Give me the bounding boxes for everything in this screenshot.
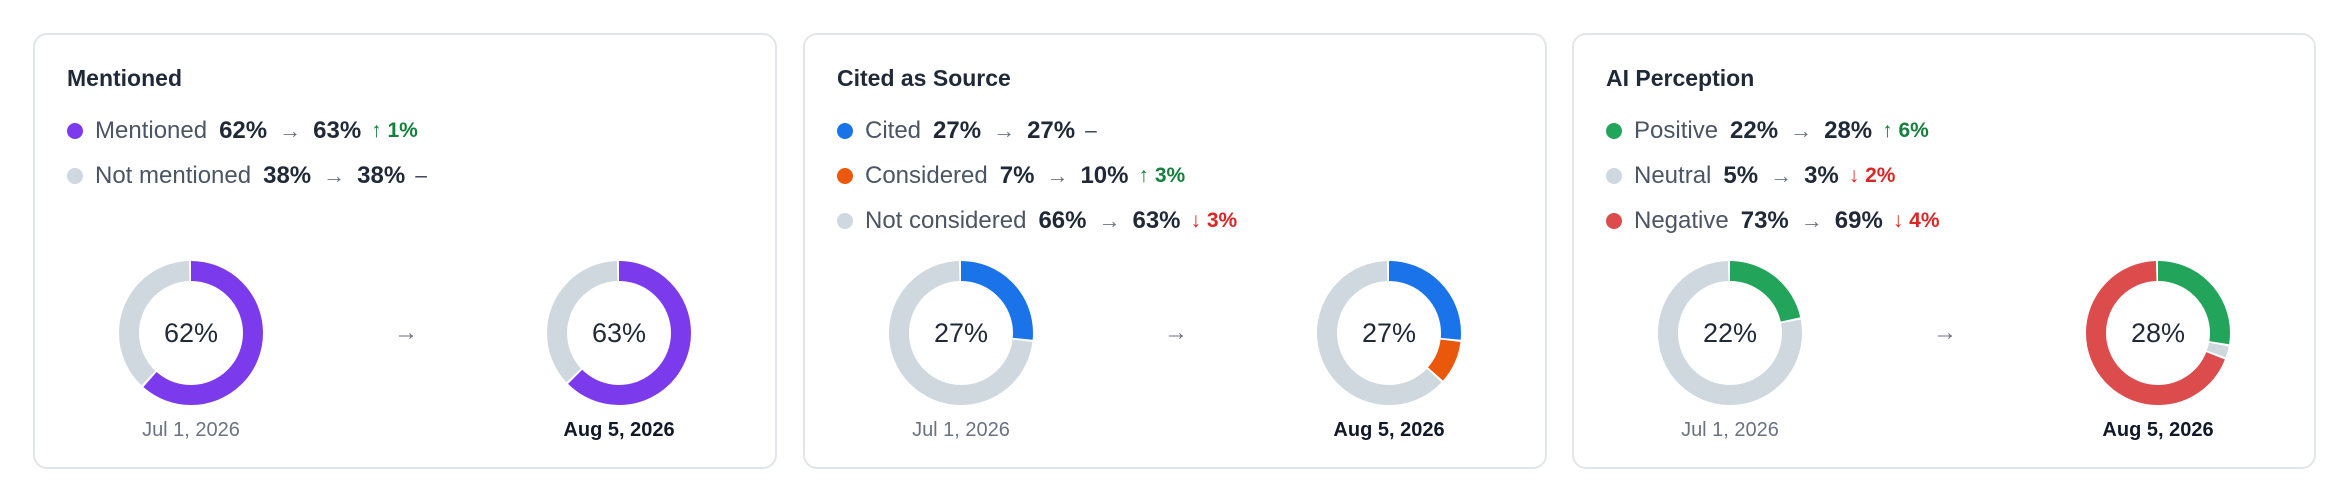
legend-item: Neutral 5% → 3% ↓ 2% [1606, 153, 1940, 198]
legend-from-value: 62% [219, 116, 268, 144]
donut-segment [1658, 261, 1802, 405]
legend-dot-icon [837, 212, 853, 229]
card-mentioned: Mentioned Mentioned 62% → 63% ↑ 1% Not mention… [33, 33, 777, 469]
legend-to-value: 63% [1132, 206, 1181, 234]
legend-to-value: 10% [1080, 161, 1129, 189]
legend-delta: ↓ 3% [1190, 208, 1238, 232]
legend-dot-icon [837, 167, 853, 184]
start-date-label: Jul 1, 2026 [1681, 419, 1779, 441]
donut-segment [889, 261, 1033, 405]
arrow-right-icon: → [1164, 319, 1188, 346]
donut-chart-start: 27% [885, 257, 1037, 409]
end-date-label: Aug 5, 2026 [1333, 419, 1445, 441]
legend-label: Negative [1634, 206, 1729, 234]
legend-label: Cited [865, 116, 922, 144]
donut-chart-end: 63% [543, 257, 695, 409]
donut-center-value: 27% [933, 317, 989, 348]
legend-dot-icon [1606, 212, 1622, 229]
arrow-right-icon: → [394, 319, 418, 346]
legend-item: Not considered 66% → 63% ↓ 3% [837, 198, 1237, 243]
legend-label: Mentioned [95, 116, 208, 144]
legend-dot-icon [837, 122, 853, 139]
legend: Positive 22% → 28% ↑ 6% Neutral 5% → 3% ↓ 2% Negat… [1606, 108, 1940, 243]
arrow-right-icon: → [1790, 117, 1813, 143]
donut-segment [2086, 261, 2230, 405]
donut-chart-end: 28% [2082, 257, 2234, 409]
end-date-label: Aug 5, 2026 [563, 419, 675, 441]
card-title: AI Perception [1606, 65, 1755, 91]
legend-item: Cited 27% → 27% – [837, 108, 1237, 153]
donut-chart-start: 62% [115, 257, 267, 409]
legend-item: Mentioned 62% → 63% ↑ 1% [67, 108, 427, 153]
legend-from-value: 5% [1723, 161, 1759, 189]
start-date-label: Jul 1, 2026 [142, 419, 240, 441]
donut-segment [1658, 261, 1802, 405]
donut-segment [889, 261, 1033, 405]
legend-to-value: 69% [1834, 206, 1883, 234]
legend-to-value: 28% [1824, 116, 1873, 144]
legend-delta: ↓ 2% [1848, 163, 1896, 187]
legend-label: Not considered [865, 206, 1027, 234]
donut-chart-start: 22% [1654, 257, 1806, 409]
donut-segment [2086, 261, 2230, 405]
legend-from-value: 73% [1740, 206, 1789, 234]
donut-segment [119, 261, 263, 405]
legend-label: Neutral [1634, 161, 1712, 189]
legend-from-value: 22% [1730, 116, 1779, 144]
legend-from-value: 38% [263, 161, 312, 189]
arrow-right-icon: → [323, 162, 346, 188]
arrow-right-icon: → [279, 117, 302, 143]
donut-segment [1317, 261, 1461, 405]
arrow-right-icon: → [1933, 319, 1957, 346]
legend-delta: ↑ 6% [1882, 118, 1929, 142]
donut-segment [547, 261, 691, 405]
legend-from-value: 66% [1038, 206, 1087, 234]
donut-chart-end: 27% [1313, 257, 1465, 409]
donut-center-value: 28% [2130, 317, 2186, 348]
legend: Cited 27% → 27% – Considered 7% → 10% ↑ 3% Not con… [837, 108, 1237, 243]
card-ai-perception: AI Perception Positive 22% → 28% ↑ 6% Neutral 5… [1572, 33, 2316, 469]
legend: Mentioned 62% → 63% ↑ 1% Not mentioned 38% → 38%… [67, 108, 427, 198]
end-date-label: Aug 5, 2026 [2102, 419, 2214, 441]
arrow-right-icon: → [1770, 162, 1793, 188]
donut-center-value: 22% [1702, 317, 1758, 348]
legend-delta: ↑ 3% [1138, 163, 1186, 187]
legend-item: Considered 7% → 10% ↑ 3% [837, 153, 1237, 198]
legend-delta: ↑ 1% [371, 118, 418, 142]
legend-item: Not mentioned 38% → 38% – [67, 153, 427, 198]
legend-item: Positive 22% → 28% ↑ 6% [1606, 108, 1940, 153]
legend-dot-icon [1606, 122, 1622, 139]
legend-label: Positive [1634, 116, 1719, 144]
donut-segment [1317, 261, 1461, 405]
legend-label: Considered [865, 161, 988, 189]
legend-delta: ↓ 4% [1892, 208, 1940, 232]
arrow-right-icon: → [993, 117, 1016, 143]
card-title: Cited as Source [837, 65, 1011, 91]
legend-item: Negative 73% → 69% ↓ 4% [1606, 198, 1940, 243]
legend-delta: – [1085, 118, 1097, 142]
legend-dot-icon [67, 122, 83, 139]
legend-to-value: 3% [1804, 161, 1839, 189]
donut-center-value: 62% [163, 317, 219, 348]
donut-center-value: 63% [591, 317, 647, 348]
arrow-right-icon: → [1098, 207, 1121, 233]
start-date-label: Jul 1, 2026 [912, 419, 1010, 441]
donut-segment [547, 261, 691, 405]
legend-dot-icon [67, 167, 83, 184]
card-title: Mentioned [67, 65, 182, 91]
legend-from-value: 7% [999, 161, 1035, 189]
arrow-right-icon: → [1046, 162, 1069, 188]
legend-to-value: 63% [313, 116, 362, 144]
card-cited-as-source: Cited as Source Cited 27% → 27% – Considered 7%… [803, 33, 1547, 469]
legend-dot-icon [1606, 167, 1622, 184]
donut-center-value: 27% [1361, 317, 1417, 348]
arrow-right-icon: → [1800, 207, 1823, 233]
legend-delta: – [415, 163, 427, 187]
legend-label: Not mentioned [95, 161, 252, 189]
legend-from-value: 27% [933, 116, 982, 144]
legend-to-value: 38% [357, 161, 406, 189]
donut-segment [119, 261, 263, 405]
legend-to-value: 27% [1027, 116, 1076, 144]
